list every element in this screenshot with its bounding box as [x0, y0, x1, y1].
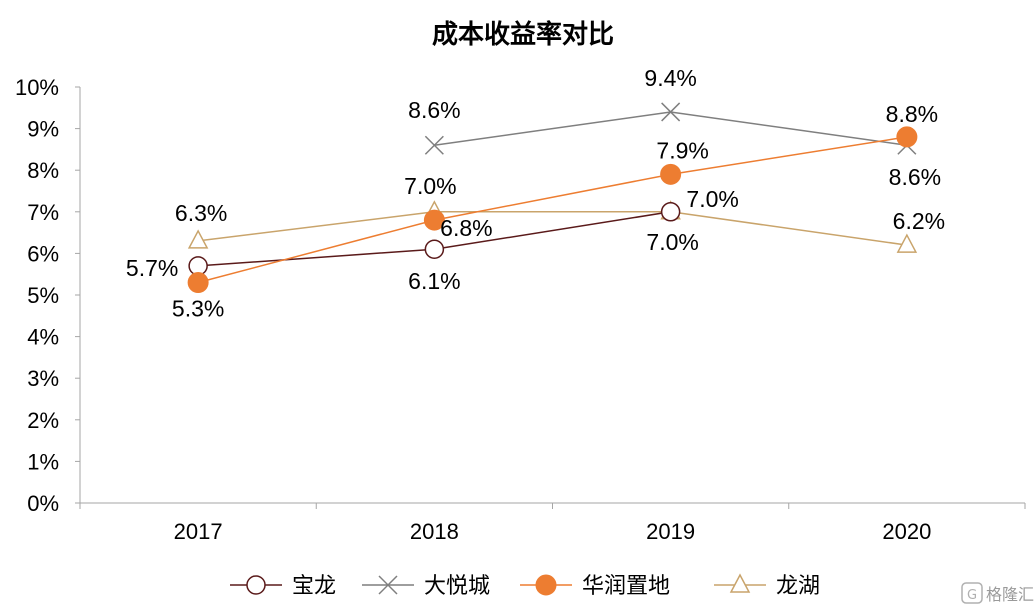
- watermark-text: 格隆汇: [986, 585, 1034, 604]
- data-label: 7.9%: [656, 137, 708, 163]
- legend-label: 大悦城: [424, 574, 490, 599]
- data-label: 6.8%: [440, 215, 492, 241]
- series-1-marker: [424, 239, 445, 259]
- y-tick-label: 7%: [27, 200, 59, 225]
- x-marker-stroke: [424, 135, 444, 155]
- y-tick-label: 6%: [27, 241, 59, 266]
- watermark: G 格隆汇: [961, 582, 1034, 604]
- series-4-marker: [187, 229, 209, 249]
- data-label: 5.3%: [172, 296, 224, 322]
- data-labels: 5.7% 6.1% 7.0% 8.6% 9.4% 8.6% 5.3% 6.8% 7.9% 8.8%…: [126, 65, 945, 322]
- legend-swatch-marker: [729, 573, 751, 593]
- series-2-marker: [424, 135, 444, 155]
- series-3-marker: [423, 209, 445, 231]
- series-3-marker: [896, 126, 918, 148]
- watermark-logo-icon: [961, 582, 983, 604]
- x-marker-stroke: [661, 102, 681, 122]
- legend-swatch-marker: [378, 575, 398, 595]
- series-3-marker: [660, 163, 682, 185]
- data-label: 8.6%: [408, 97, 460, 123]
- x-tick-label: 2020: [882, 519, 931, 544]
- data-label: 7.0%: [686, 186, 738, 212]
- legend-swatch-marker: [535, 574, 557, 596]
- legend-label: 华润置地: [582, 574, 670, 599]
- y-tick-label: 10%: [15, 75, 59, 100]
- x-tick-label: 2017: [174, 519, 223, 544]
- series-3-marker: [187, 272, 209, 294]
- y-tick-label: 4%: [27, 325, 59, 350]
- data-label: 5.7%: [126, 255, 178, 281]
- series-1-marker: [660, 202, 681, 222]
- y-tick-label: 0%: [27, 491, 59, 516]
- x-tick-label: 2019: [646, 519, 695, 544]
- y-tick-label: 8%: [27, 158, 59, 183]
- data-label: 7.0%: [404, 173, 456, 199]
- data-label: 8.6%: [889, 164, 941, 190]
- y-tick-label: 5%: [27, 283, 59, 308]
- legend-swatch-marker: [246, 575, 266, 595]
- series-2-marker: [661, 102, 681, 122]
- data-label: 6.1%: [408, 268, 460, 294]
- watermark-logo-glyph: G: [967, 588, 977, 603]
- series-line-3: [197, 136, 907, 284]
- axes: 0% 1% 2% 3% 4% 5% 6% 7% 8% 9% 10% 2017 2018 2019 2020: [15, 75, 1026, 544]
- x-marker-stroke: [378, 575, 398, 595]
- data-label: 6.3%: [175, 200, 227, 226]
- y-tick-label: 3%: [27, 366, 59, 391]
- series-4-marker: [896, 233, 918, 253]
- data-label: 7.0%: [646, 229, 698, 255]
- y-tick-label: 9%: [27, 117, 59, 142]
- series-layer: [187, 102, 918, 294]
- data-label: 9.4%: [644, 65, 696, 91]
- series-line-4: [198, 211, 907, 246]
- data-label: 8.8%: [886, 101, 938, 127]
- chart-title: 成本收益率对比: [432, 19, 614, 50]
- y-tick-label: 1%: [27, 449, 59, 474]
- data-label: 6.2%: [893, 208, 945, 234]
- y-tick-label: 2%: [27, 408, 59, 433]
- x-tick-label: 2018: [410, 519, 459, 544]
- legend-label: 宝龙: [292, 574, 336, 599]
- legend-label: 龙湖: [776, 574, 820, 599]
- legend: 宝龙 大悦城 华润置地 龙湖: [230, 573, 820, 599]
